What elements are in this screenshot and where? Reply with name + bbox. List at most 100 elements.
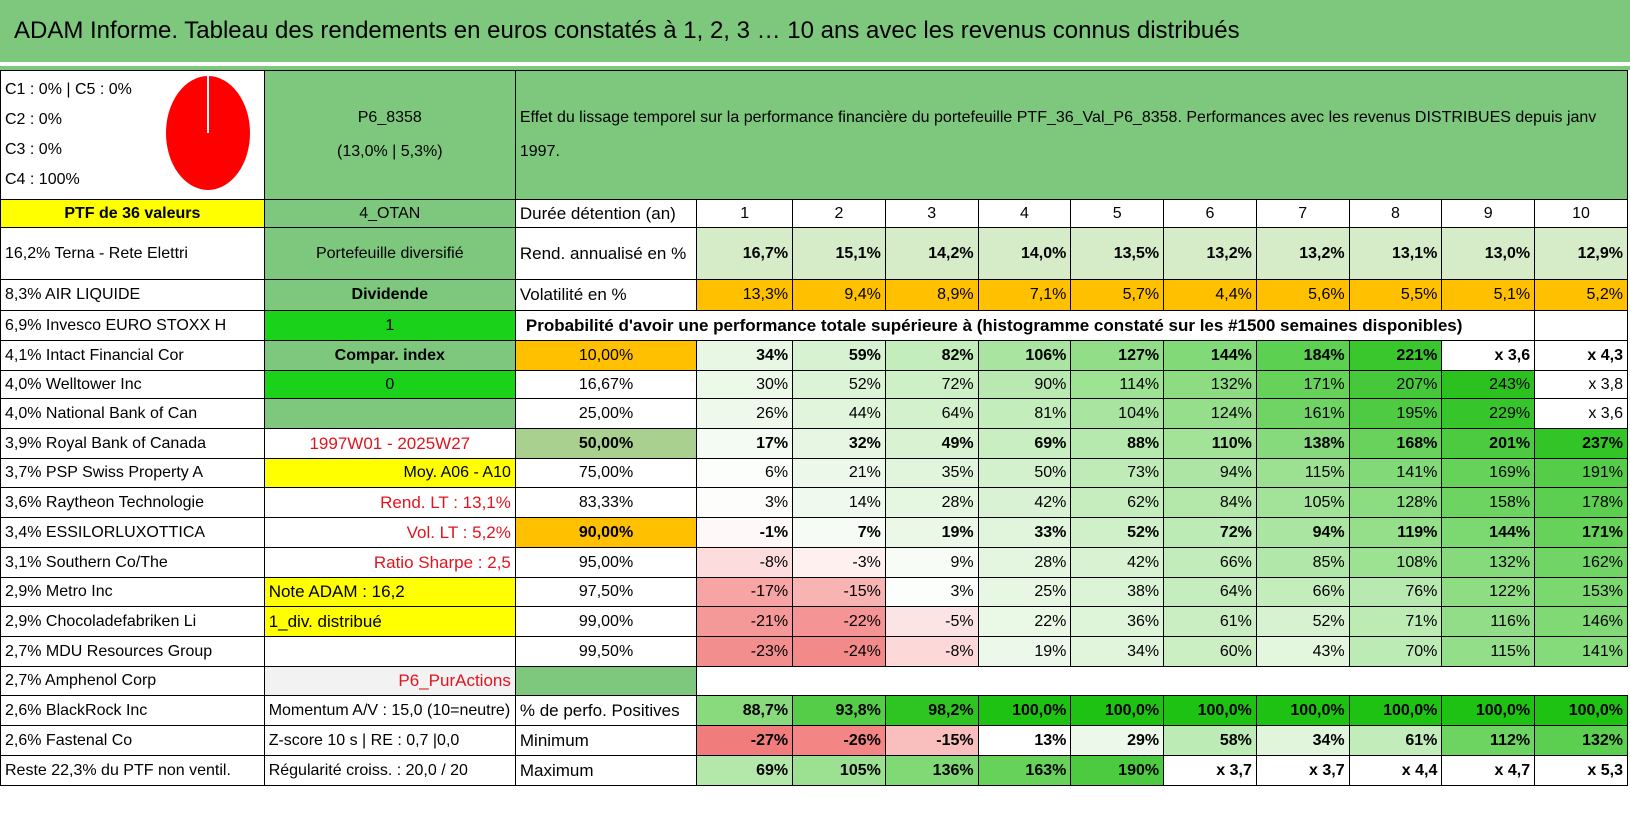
year-header: 7 [1255, 199, 1350, 228]
minimum-value: -15% [884, 725, 979, 756]
quantile-value: 72% [884, 370, 979, 399]
quantile-value: 38% [1070, 577, 1165, 607]
return-value: 13,0% [1441, 227, 1536, 280]
quantile-value: 62% [1070, 487, 1165, 518]
quantile-label: 97,50% [514, 577, 698, 607]
maximum-value: 69% [696, 755, 794, 786]
median-row: 3,9% Royal Bank of Canada 1997W01 - 2025… [0, 428, 1628, 459]
return-label: Rend. annualisé en % [514, 227, 698, 280]
quantile-label: 99,50% [514, 636, 698, 667]
quantile-value: 162% [1534, 547, 1628, 578]
holding-label: 4,0% National Bank of Can [0, 398, 265, 429]
return-value: 14,2% [884, 227, 979, 280]
category-label: P6_PurActions [263, 666, 516, 696]
maximum-value: x 3,7 [1163, 755, 1257, 786]
quantile-value: -22% [792, 606, 886, 637]
holding-label: 2,9% Chocoladefabriken Li [0, 606, 265, 637]
volatility-value: 5,6% [1255, 279, 1350, 311]
holding-label: 2,9% Metro Inc [0, 577, 265, 607]
empty-cell [514, 666, 698, 696]
holding-label: 6,9% Invesco EURO STOXX H [0, 310, 265, 341]
holding-label: Reste 22,3% du PTF non ventil. [0, 755, 265, 786]
empty-label [263, 398, 516, 429]
composition-line: C3 : 0% [5, 141, 62, 158]
quantile-value: x 3,6 [1441, 340, 1536, 371]
year-header: 4 [977, 199, 1072, 228]
quantile-value: 122% [1441, 577, 1536, 607]
year-header: 2 [792, 199, 886, 228]
quantile-value: 28% [977, 547, 1072, 578]
quantile-label: 10,00% [514, 340, 698, 371]
quantile-value: 52% [1070, 517, 1165, 548]
quantile-value: 195% [1348, 398, 1443, 429]
minimum-value: 61% [1348, 725, 1443, 756]
holding-label: 2,6% BlackRock Inc [0, 695, 265, 726]
quantile-value: 69% [977, 428, 1072, 459]
return-value: 13,1% [1348, 227, 1443, 280]
quantile-value: 116% [1441, 606, 1536, 637]
quantile-value: 85% [1255, 547, 1350, 578]
quantile-value: 42% [977, 487, 1072, 518]
quantile-value: 22% [977, 606, 1072, 637]
quantile-value: -17% [696, 577, 794, 607]
volatility-value: 5,1% [1441, 279, 1536, 311]
volatility-value: 4,4% [1163, 279, 1257, 311]
composition-line: C4 : 100% [5, 171, 80, 188]
quantile-value: 66% [1255, 577, 1350, 607]
minimum-label: Minimum [514, 725, 698, 756]
holding-label: 16,2% Terna - Rete Elettri [0, 227, 265, 280]
adam-score-label: Note ADAM : 16,2 [263, 577, 516, 607]
return-value: 16,7% [696, 227, 794, 280]
quantile-label: 95,00% [514, 547, 698, 578]
volatility-value: 9,4% [792, 279, 886, 311]
composition-pie-chart [162, 73, 254, 198]
positive-value: 100,0% [1070, 695, 1165, 726]
flag-value: 1 [263, 310, 516, 341]
minimum-row: 2,6% Fastenal Co Z-score 10 s | RE : 0,7… [0, 725, 1628, 756]
quantile-value: 119% [1348, 517, 1443, 548]
return-value: 13,2% [1255, 227, 1350, 280]
return-value: 13,5% [1070, 227, 1165, 280]
quantile-row: 2,7% MDU Resources Group 99,50% -23% -24… [0, 636, 1628, 667]
quantile-value: 28% [884, 487, 979, 518]
quantile-value: 106% [977, 340, 1072, 371]
empty-cell [1534, 310, 1628, 341]
quantile-value: 108% [1348, 547, 1443, 578]
return-row: 16,2% Terna - Rete Elettri Portefeuille … [0, 227, 1628, 280]
volatility-value: 13,3% [696, 279, 794, 311]
quantile-value: 14% [792, 487, 886, 518]
holding-label: 8,3% AIR LIQUIDE [0, 279, 265, 311]
empty-band [696, 666, 1628, 696]
maximum-value: x 3,7 [1255, 755, 1350, 786]
compare-index-label: Compar. index [263, 340, 516, 371]
quantile-value: -3% [792, 547, 886, 578]
regularity-label: Régularité croiss. : 20,0 / 20 [263, 755, 516, 786]
probability-label: Probabilité d'avoir une performance tota… [514, 310, 1536, 341]
quantile-value: 64% [884, 398, 979, 429]
quantile-value: 19% [884, 517, 979, 548]
report-title: ADAM Informe. Tableau des rendements en … [14, 17, 1240, 44]
flag-value: 0 [263, 370, 516, 399]
quantile-value: 184% [1255, 340, 1350, 371]
quantile-value: 243% [1441, 370, 1536, 399]
holding-label: 3,7% PSP Swiss Property A [0, 458, 265, 488]
portfolio-size-label: PTF de 36 valeurs [0, 199, 265, 228]
empty-label [263, 636, 516, 667]
positive-value: 88,7% [696, 695, 794, 726]
positive-value: 100,0% [1255, 695, 1350, 726]
quantile-value: 33% [977, 517, 1072, 548]
quantile-value: 43% [1255, 636, 1350, 667]
volatility-value: 5,7% [1070, 279, 1165, 311]
quantile-value: 178% [1534, 487, 1628, 518]
spacer-row: 2,7% Amphenol Corp P6_PurActions [0, 666, 1628, 696]
quantile-value: 84% [1163, 487, 1257, 518]
portfolio-id-cell: P6_8358 (13,0% | 5,3%) [263, 70, 516, 200]
volatility-row: 8,3% AIR LIQUIDE Dividende Volatilité en… [0, 279, 1628, 311]
quantile-value: 146% [1534, 606, 1628, 637]
portfolio-description: Effet du lissage temporel sur la perform… [514, 70, 1629, 200]
composition-cell: C1 : 0% | C5 : 0% C2 : 0% C3 : 0% C4 : 1… [0, 70, 265, 200]
quantile-value: -8% [884, 636, 979, 667]
portfolio-type-label: Portefeuille diversifié [263, 227, 516, 280]
quantile-row: 3,7% PSP Swiss Property A Moy. A06 - A10… [0, 458, 1628, 488]
quantile-label: 50,00% [514, 428, 698, 459]
